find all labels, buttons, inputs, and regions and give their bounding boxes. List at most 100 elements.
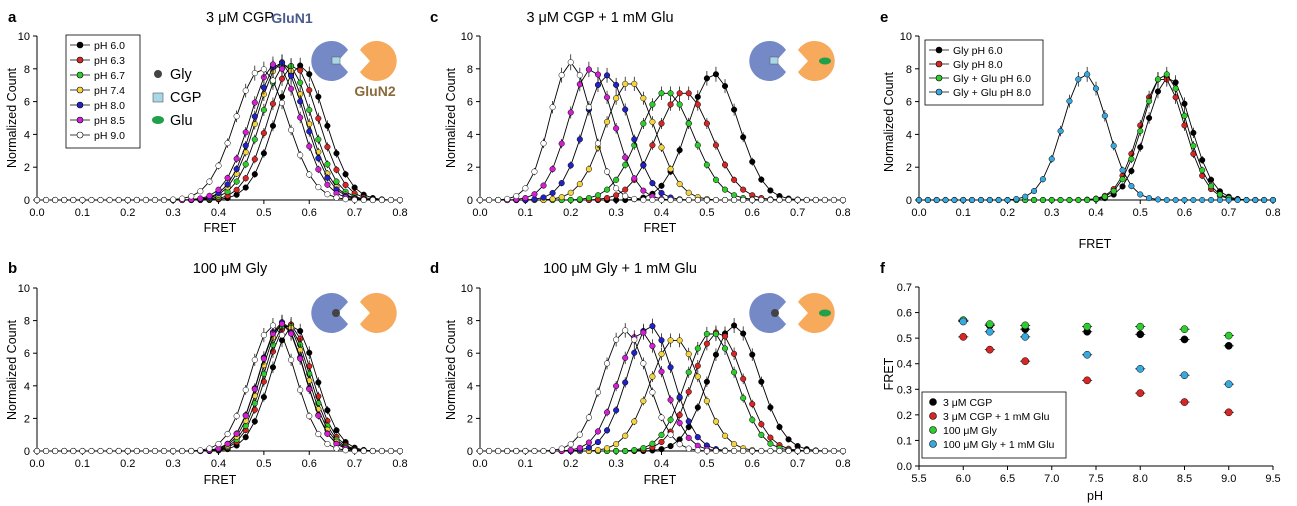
- x-tick-label: 0.7: [1221, 207, 1236, 219]
- panel-d: d 100 μM Gly + 1 mM Glu FRET Normalized …: [430, 260, 851, 487]
- data-point: [703, 196, 710, 204]
- x-tick-label: 0.8: [835, 207, 850, 219]
- data-point: [333, 194, 340, 201]
- data-point: [33, 196, 41, 204]
- data-point: [206, 192, 213, 199]
- data-point: [233, 155, 240, 162]
- data-point: [79, 196, 86, 204]
- scatter-point: [1136, 330, 1145, 339]
- f-legend-label-0: 3 μM CGP: [943, 397, 992, 409]
- data-point: [260, 150, 267, 157]
- y-tick-label: 6: [24, 97, 30, 109]
- data-point: [1022, 193, 1029, 200]
- data-point: [658, 438, 665, 446]
- scatter-point: [1021, 321, 1030, 330]
- data-point: [594, 192, 602, 199]
- ph-legend-label-0: pH 6.0: [94, 40, 125, 52]
- data-point: [839, 196, 847, 204]
- data-point: [785, 447, 792, 455]
- data-point: [1128, 167, 1135, 175]
- data-point: [1154, 196, 1161, 203]
- data-point: [531, 168, 538, 175]
- panel-f-plot: 5.5 6.0 6.5 7.0 7.5 8.0 8.5 9.0 9.5 0.0 0.1 0.2 0.3 0…: [897, 282, 1281, 485]
- data-point: [179, 195, 186, 202]
- scatter-series-1: [958, 333, 1234, 417]
- x-tick-label: 0.2: [120, 458, 135, 470]
- series-c-5: [476, 61, 847, 204]
- data-point: [613, 441, 620, 448]
- data-point: [124, 447, 131, 455]
- cgp-symbol-icon: [152, 92, 164, 103]
- panel-c: c 3 μM CGP + 1 mM Glu FRET Normalized Co…: [430, 9, 851, 235]
- data-point: [324, 143, 331, 150]
- data-point: [694, 196, 701, 204]
- data-point: [758, 421, 765, 428]
- data-point: [721, 196, 729, 204]
- e-legend-label-0: Gly pH 6.0: [953, 45, 1003, 57]
- data-point: [1163, 71, 1170, 78]
- data-point: [1128, 183, 1135, 190]
- ph-legend-label-4: pH 8.0: [94, 100, 125, 112]
- panel-letter-d: d: [430, 260, 439, 277]
- scatter-point: [1136, 389, 1145, 397]
- data-point: [567, 446, 574, 454]
- ph-legend-label-3: pH 7.4: [94, 85, 125, 97]
- f-legend-marker-1: [929, 412, 937, 420]
- data-point: [721, 161, 729, 168]
- data-point: [297, 67, 304, 74]
- data-point: [676, 394, 683, 401]
- data-point: [731, 350, 738, 357]
- data-point: [712, 71, 720, 78]
- scatter-point: [985, 320, 994, 328]
- data-point: [567, 196, 574, 204]
- y-tick-label: 2: [24, 162, 30, 174]
- series-line: [37, 325, 400, 452]
- data-point: [977, 196, 985, 204]
- data-point: [567, 59, 574, 66]
- data-point: [685, 196, 692, 204]
- x-tick-label: 0.2: [563, 458, 578, 470]
- glun2-label: GluN2: [354, 83, 395, 99]
- y-tick-label: 0: [467, 446, 473, 458]
- panel-a: a 3 μM CGP FRET Normalized Count 0.0 0.1 0…: [5, 9, 408, 235]
- data-point: [712, 330, 720, 338]
- data-point: [685, 445, 692, 452]
- data-point: [631, 336, 638, 343]
- x-tick-label: 0.4: [1088, 207, 1103, 219]
- panel-e-plot: 0.0 0.1 0.2 0.3 0.4 0.5 0.6 0.7 0.8 0 2 4 6 8 10: [900, 31, 1281, 219]
- data-point: [224, 181, 231, 188]
- data-point: [649, 389, 656, 396]
- panel-c-xlabel: FRET: [644, 221, 677, 235]
- y-tick-label: 8: [24, 316, 30, 328]
- data-point: [567, 441, 574, 448]
- data-point: [106, 447, 113, 455]
- data-point: [476, 447, 484, 455]
- data-point: [1154, 76, 1161, 83]
- data-point: [531, 447, 538, 455]
- data-point: [694, 362, 701, 369]
- data-point: [251, 99, 258, 106]
- data-point: [1163, 196, 1170, 204]
- data-point: [278, 99, 286, 106]
- panel-letter-f: f: [880, 260, 886, 277]
- data-point: [767, 440, 774, 447]
- data-point: [79, 447, 86, 455]
- y-tick-label: 6: [24, 348, 30, 360]
- data-point: [613, 125, 620, 132]
- data-point: [260, 130, 267, 137]
- scatter-point: [1180, 335, 1189, 344]
- x-tick-label: 0.8: [392, 458, 407, 470]
- ph-legend-item-6: pH 9.0: [70, 130, 125, 142]
- series-d-6: [476, 323, 847, 455]
- data-point: [613, 192, 620, 199]
- data-point: [260, 66, 267, 73]
- data-point: [640, 95, 647, 102]
- data-point: [685, 120, 692, 127]
- e-legend-item-1: Gly pH 8.0: [929, 59, 1003, 71]
- data-point: [658, 414, 665, 421]
- data-point: [315, 155, 322, 162]
- data-point: [387, 196, 394, 204]
- data-point: [1119, 176, 1126, 183]
- panel-b: b 100 μM Gly FRET Normalized Count 0.0 0.…: [5, 260, 408, 487]
- data-point: [315, 115, 322, 122]
